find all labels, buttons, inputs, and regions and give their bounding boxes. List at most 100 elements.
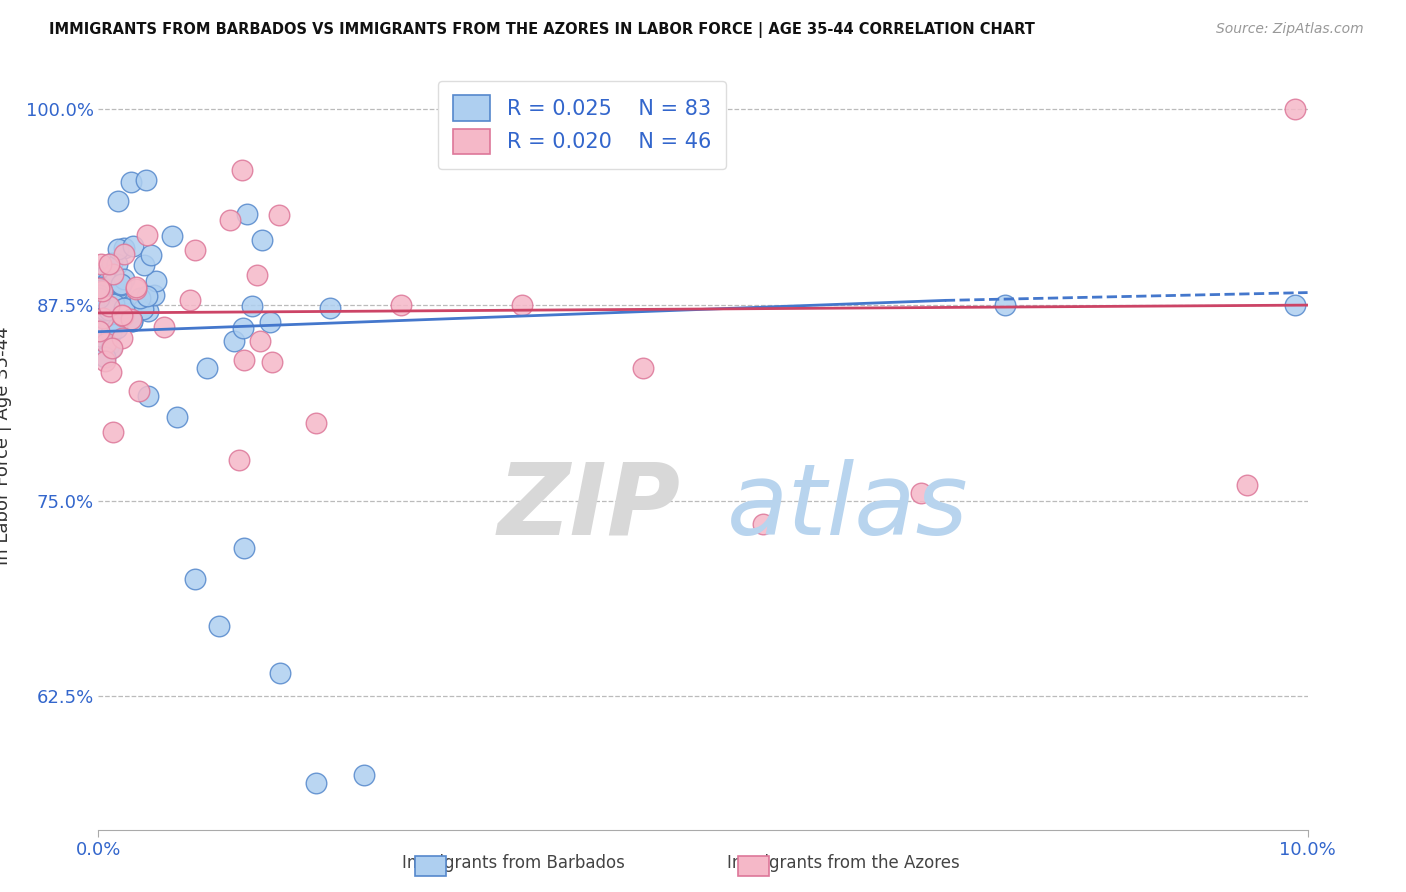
Point	[101, 342, 124, 356]
Point	[246, 268, 269, 282]
Text: Source: ZipAtlas.com: Source: ZipAtlas.com	[1216, 22, 1364, 37]
Point	[89, 279, 111, 293]
Point	[128, 384, 150, 398]
Point	[389, 298, 412, 312]
Point	[111, 309, 134, 323]
Point	[136, 289, 159, 303]
Point	[90, 286, 112, 301]
Point	[100, 326, 122, 340]
Point	[107, 242, 129, 256]
Point	[125, 280, 148, 294]
Point	[107, 194, 129, 208]
Point	[631, 360, 654, 375]
Point	[94, 350, 117, 364]
Legend: R = 0.025    N = 83, R = 0.020    N = 46: R = 0.025 N = 83, R = 0.020 N = 46	[439, 80, 725, 169]
Point	[122, 239, 145, 253]
Point	[118, 306, 141, 320]
Point	[132, 302, 155, 317]
Point	[994, 298, 1017, 312]
Point	[93, 282, 115, 296]
Point	[128, 291, 150, 305]
Point	[91, 282, 114, 296]
Point	[125, 283, 148, 297]
Point	[112, 241, 135, 255]
Point	[90, 285, 112, 299]
Point	[219, 213, 242, 227]
Point	[96, 266, 118, 280]
Point	[262, 355, 284, 369]
Point	[232, 352, 254, 367]
Point	[136, 389, 159, 403]
Point	[97, 337, 120, 351]
Point	[305, 416, 328, 430]
Point	[97, 274, 120, 288]
Point	[87, 324, 110, 338]
Point	[510, 298, 533, 312]
Text: ZIP: ZIP	[498, 458, 681, 556]
Y-axis label: In Labor Force | Age 35-44: In Labor Force | Age 35-44	[0, 326, 11, 566]
Point	[267, 208, 290, 222]
Point	[103, 293, 125, 308]
Text: atlas: atlas	[727, 458, 969, 556]
Point	[103, 296, 125, 310]
Point	[145, 274, 167, 288]
Point	[90, 257, 112, 271]
Point	[224, 334, 246, 348]
Point	[228, 453, 250, 467]
Point	[135, 227, 157, 242]
Point	[143, 288, 166, 302]
Point	[103, 425, 125, 439]
Point	[208, 619, 231, 633]
Point	[100, 307, 122, 321]
Point	[101, 267, 124, 281]
Point	[93, 303, 115, 318]
Point	[97, 257, 120, 271]
Point	[236, 207, 259, 221]
Text: IMMIGRANTS FROM BARBADOS VS IMMIGRANTS FROM THE AZORES IN LABOR FORCE | AGE 35-4: IMMIGRANTS FROM BARBADOS VS IMMIGRANTS F…	[49, 22, 1035, 38]
Point	[249, 334, 271, 348]
Point	[120, 175, 142, 189]
Point	[89, 284, 111, 298]
Point	[120, 299, 142, 313]
Point	[110, 277, 132, 291]
Point	[89, 329, 111, 343]
Point	[120, 301, 142, 316]
Point	[136, 304, 159, 318]
Point	[318, 301, 340, 315]
Point	[98, 302, 121, 317]
Point	[195, 361, 218, 376]
Point	[112, 301, 135, 315]
Point	[232, 541, 254, 555]
Point	[94, 354, 117, 368]
Point	[100, 341, 122, 355]
Point	[98, 299, 121, 313]
Point	[121, 314, 143, 328]
Point	[111, 308, 134, 322]
Point	[87, 295, 110, 310]
Point	[103, 275, 125, 289]
Point	[111, 331, 134, 345]
Point	[259, 315, 281, 329]
Point	[160, 228, 183, 243]
Point	[184, 572, 207, 586]
Point	[105, 257, 128, 271]
Point	[135, 173, 157, 187]
Point	[305, 775, 328, 789]
Point	[110, 278, 132, 293]
Point	[97, 302, 120, 317]
Point	[89, 281, 111, 295]
Point	[184, 244, 207, 258]
Point	[96, 298, 118, 312]
Point	[94, 336, 117, 351]
Point	[87, 288, 110, 302]
Point	[1284, 298, 1306, 312]
Point	[269, 665, 291, 680]
Point	[752, 517, 775, 532]
Text: Immigrants from Barbados: Immigrants from Barbados	[402, 855, 624, 872]
Point	[107, 282, 129, 296]
Point	[112, 247, 135, 261]
Point	[1284, 103, 1306, 117]
Point	[179, 293, 201, 307]
Point	[91, 284, 114, 298]
Point	[120, 312, 142, 326]
